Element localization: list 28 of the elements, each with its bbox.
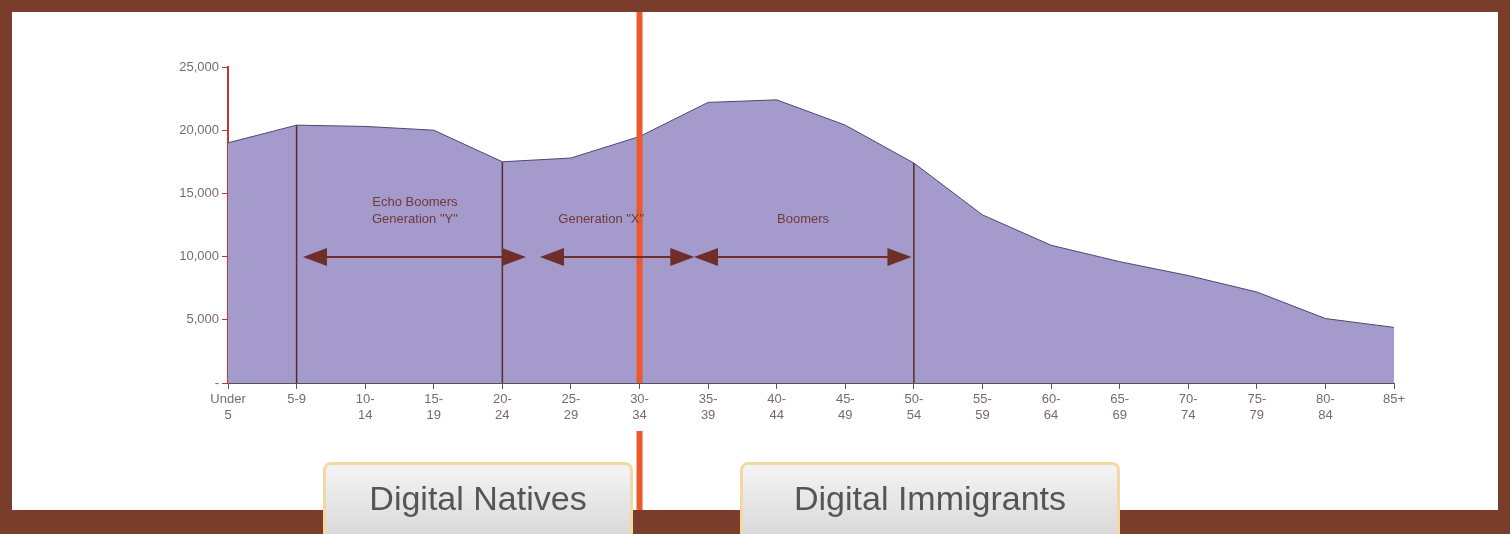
x-tick-label: 50-54 — [904, 391, 924, 422]
y-tick-label: - — [214, 374, 219, 390]
annotation: Boomers — [777, 210, 830, 226]
x-tick-label: 25-29 — [561, 391, 581, 422]
x-tick-label: 15-19 — [424, 391, 444, 422]
x-tick-label: 55-59 — [973, 391, 992, 422]
x-tick-label: 65-69 — [1110, 391, 1130, 422]
y-tick-label: 25,000 — [179, 58, 219, 74]
y-tick-label: 5,000 — [186, 311, 219, 327]
y-tick-label: 20,000 — [179, 121, 219, 137]
x-tick-label: 85+ — [1382, 391, 1406, 407]
annotation: Echo Boomers Generation "Y" — [371, 193, 459, 226]
y-tick-label: 10,000 — [179, 248, 219, 264]
x-tick-label: 20-24 — [492, 391, 512, 422]
x-tick-label: 45-49 — [835, 391, 855, 422]
x-tick-label: 75-79 — [1247, 391, 1267, 422]
x-tick-label: 30-34 — [630, 391, 649, 422]
x-tick-label: 35-39 — [698, 391, 718, 422]
x-tick-label: 5-9 — [287, 391, 306, 407]
x-tick-label: 40-44 — [767, 391, 787, 422]
x-tick-label: 70-74 — [1178, 391, 1198, 422]
x-tick-label: Under 5 — [210, 391, 247, 422]
text: Digital Immigrants — [740, 462, 1120, 534]
y-tick-label: 15,000 — [179, 184, 219, 200]
x-tick-label: 80-84 — [1316, 391, 1335, 422]
x-tick-label: 10-14 — [355, 391, 375, 422]
x-tick-label: 60-64 — [1041, 391, 1061, 422]
text: Digital Natives — [323, 462, 633, 534]
